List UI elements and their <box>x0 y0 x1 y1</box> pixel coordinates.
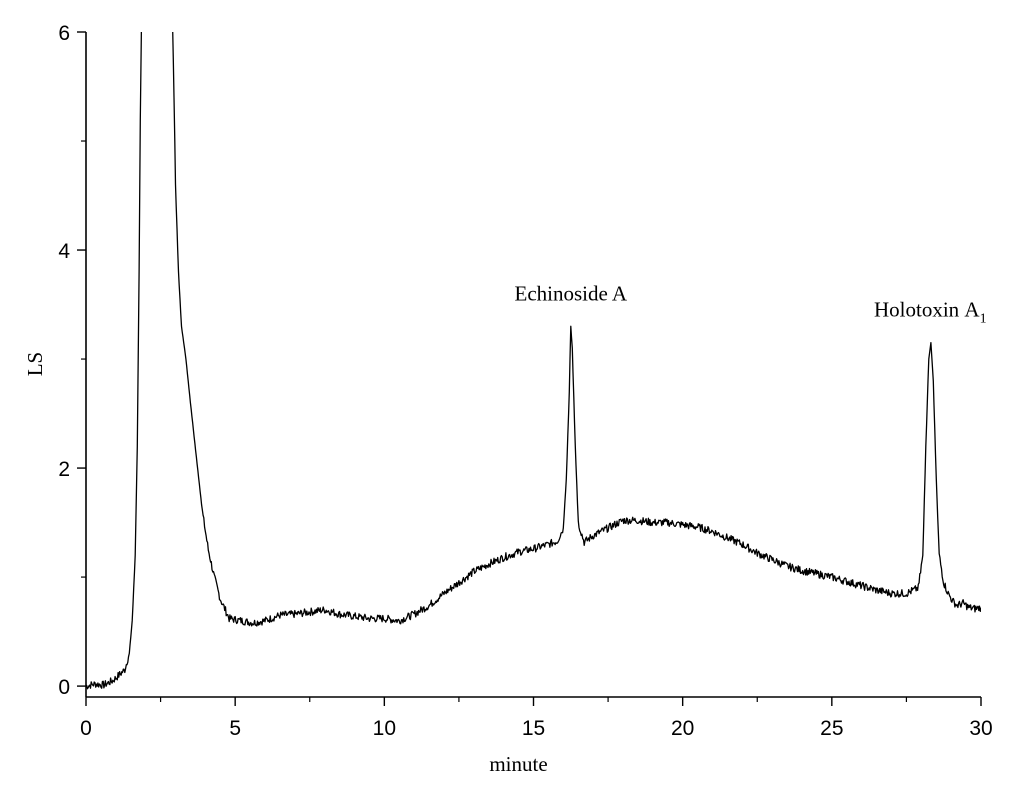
x-tick-label-5: 5 <box>229 717 241 740</box>
x-axis-title: minute <box>489 752 547 776</box>
y-tick-label-6: 6 <box>58 22 70 45</box>
series-line-0 <box>86 32 981 690</box>
y-axis-title: LS <box>23 352 47 377</box>
y-tick-label-4: 4 <box>58 240 70 263</box>
peak-label-echinoside-a: Echinoside A <box>515 281 628 305</box>
y-tick-label-2: 2 <box>58 458 70 481</box>
x-tick-label-15: 15 <box>522 717 545 740</box>
plot-area <box>86 32 981 690</box>
labels: 0 5 10 15 20 25 30 0 2 4 6 minute LS Echinoside A Holo… <box>23 22 993 776</box>
peak-label-holotoxin-a1: Holotoxin Α1 <box>874 298 987 327</box>
x-tick-label-0: 0 <box>80 717 92 740</box>
axes <box>77 31 982 706</box>
x-tick-label-30: 30 <box>969 717 992 740</box>
x-tick-label-25: 25 <box>820 717 843 740</box>
y-tick-label-0: 0 <box>58 676 70 699</box>
x-tick-label-10: 10 <box>373 717 396 740</box>
x-tick-label-20: 20 <box>671 717 694 740</box>
